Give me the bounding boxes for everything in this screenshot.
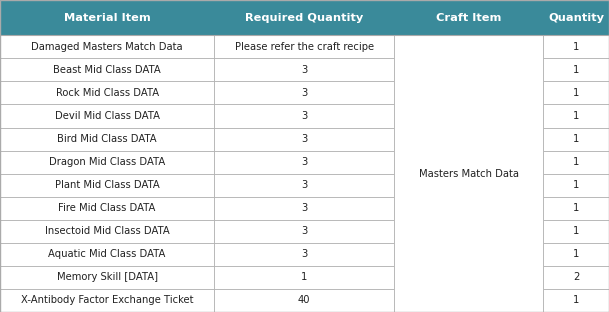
- Text: Memory Skill [DATA]: Memory Skill [DATA]: [57, 272, 158, 282]
- Text: X-Antibody Factor Exchange Ticket: X-Antibody Factor Exchange Ticket: [21, 295, 194, 305]
- Bar: [543, 266, 609, 289]
- Bar: [214, 197, 394, 220]
- Text: Insectoid Mid Class DATA: Insectoid Mid Class DATA: [45, 226, 169, 236]
- Text: Please refer the craft recipe: Please refer the craft recipe: [234, 42, 374, 52]
- Bar: [214, 35, 394, 58]
- Bar: [0, 105, 214, 128]
- Bar: [543, 0, 609, 35]
- Bar: [0, 58, 214, 81]
- Text: 3: 3: [301, 249, 308, 259]
- Bar: [0, 289, 214, 312]
- Text: Devil Mid Class DATA: Devil Mid Class DATA: [55, 111, 160, 121]
- Text: 1: 1: [573, 295, 579, 305]
- Text: Rock Mid Class DATA: Rock Mid Class DATA: [55, 88, 159, 98]
- Text: Beast Mid Class DATA: Beast Mid Class DATA: [54, 65, 161, 75]
- Bar: [214, 0, 394, 35]
- Bar: [214, 151, 394, 173]
- Text: Bird Mid Class DATA: Bird Mid Class DATA: [57, 134, 157, 144]
- Bar: [0, 81, 214, 105]
- Text: 1: 1: [573, 180, 579, 190]
- Text: Fire Mid Class DATA: Fire Mid Class DATA: [58, 203, 156, 213]
- Text: 40: 40: [298, 295, 311, 305]
- Bar: [0, 173, 214, 197]
- Text: Material Item: Material Item: [64, 12, 150, 23]
- Bar: [214, 81, 394, 105]
- Text: 2: 2: [573, 272, 579, 282]
- Bar: [214, 173, 394, 197]
- Text: Dragon Mid Class DATA: Dragon Mid Class DATA: [49, 157, 165, 167]
- Text: 1: 1: [301, 272, 308, 282]
- Bar: [0, 128, 214, 151]
- Text: Craft Item: Craft Item: [436, 12, 501, 23]
- Bar: [394, 0, 543, 35]
- Bar: [214, 266, 394, 289]
- Text: 3: 3: [301, 88, 308, 98]
- Bar: [214, 58, 394, 81]
- Bar: [214, 243, 394, 266]
- Bar: [214, 105, 394, 128]
- Text: 3: 3: [301, 134, 308, 144]
- Text: Masters Match Data: Masters Match Data: [418, 168, 519, 179]
- Bar: [214, 128, 394, 151]
- Bar: [0, 243, 214, 266]
- Text: Aquatic Mid Class DATA: Aquatic Mid Class DATA: [49, 249, 166, 259]
- Text: 1: 1: [573, 203, 579, 213]
- Bar: [543, 197, 609, 220]
- Bar: [0, 266, 214, 289]
- Text: 3: 3: [301, 157, 308, 167]
- Bar: [0, 0, 214, 35]
- Bar: [214, 220, 394, 243]
- Bar: [543, 151, 609, 173]
- Text: 1: 1: [573, 134, 579, 144]
- Bar: [543, 105, 609, 128]
- Text: 1: 1: [573, 111, 579, 121]
- Text: 3: 3: [301, 226, 308, 236]
- Bar: [543, 220, 609, 243]
- Text: Required Quantity: Required Quantity: [245, 12, 364, 23]
- Bar: [543, 58, 609, 81]
- Text: 1: 1: [573, 226, 579, 236]
- Text: 1: 1: [573, 249, 579, 259]
- Bar: [0, 220, 214, 243]
- Text: Damaged Masters Match Data: Damaged Masters Match Data: [32, 42, 183, 52]
- Bar: [543, 35, 609, 58]
- Text: 1: 1: [573, 157, 579, 167]
- Bar: [214, 289, 394, 312]
- Bar: [543, 243, 609, 266]
- Text: 1: 1: [573, 88, 579, 98]
- Bar: [543, 128, 609, 151]
- Text: 3: 3: [301, 203, 308, 213]
- Text: 3: 3: [301, 180, 308, 190]
- Bar: [543, 289, 609, 312]
- Bar: [0, 151, 214, 173]
- Text: 1: 1: [573, 65, 579, 75]
- Text: 3: 3: [301, 65, 308, 75]
- Bar: [543, 81, 609, 105]
- Text: Quantity: Quantity: [548, 12, 604, 23]
- Bar: [0, 35, 214, 58]
- Text: Plant Mid Class DATA: Plant Mid Class DATA: [55, 180, 160, 190]
- Bar: [543, 173, 609, 197]
- Bar: [0, 197, 214, 220]
- Text: 3: 3: [301, 111, 308, 121]
- Text: 1: 1: [573, 42, 579, 52]
- Bar: [394, 35, 543, 312]
